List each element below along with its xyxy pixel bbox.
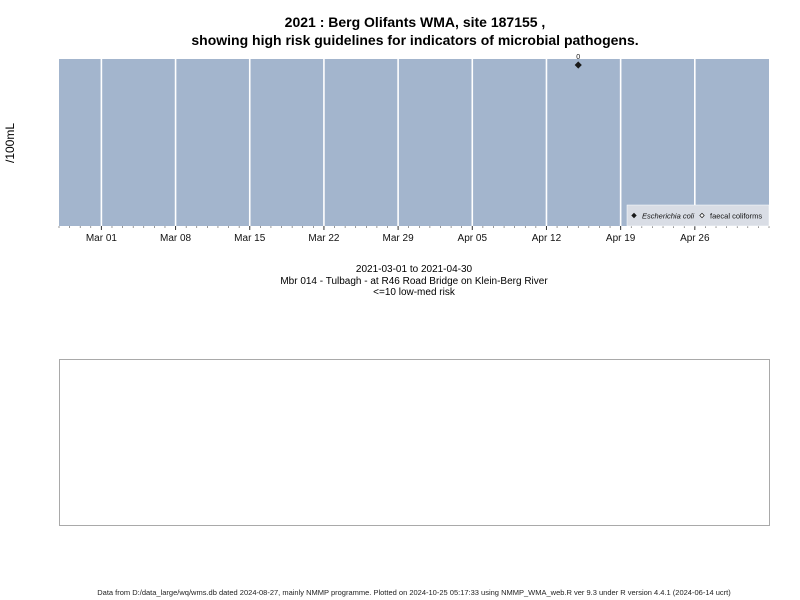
x-tick-label: Apr 12 bbox=[532, 233, 562, 244]
caption-site: Mbr 014 - Tulbagh - at R46 Road Bridge o… bbox=[280, 276, 548, 287]
x-tick-label: Apr 26 bbox=[680, 233, 710, 244]
legend-marker bbox=[699, 212, 705, 219]
legend-label: faecal coliforms bbox=[710, 212, 762, 221]
gridlines bbox=[100, 59, 696, 226]
chart-title-line2: showing high risk guidelines for indicat… bbox=[191, 32, 639, 48]
time-series-chart: Mar 01 Mar 08 Mar 15 Mar 22 Mar 29 Apr 05 Apr … bbox=[58, 54, 770, 244]
data-label: 0 bbox=[576, 54, 580, 61]
plot-panel bbox=[59, 59, 769, 226]
x-tick-label: Mar 15 bbox=[234, 233, 266, 244]
legend: Escherichia coli faecal coliforms bbox=[626, 204, 770, 227]
data-points: 0 bbox=[574, 54, 582, 69]
x-tick-label: Apr 19 bbox=[606, 233, 636, 244]
x-axis: Mar 01 Mar 08 Mar 15 Mar 22 Mar 29 Apr 05 Apr … bbox=[58, 226, 770, 244]
data-point-escherichia-coli bbox=[574, 61, 582, 69]
footer-provenance: Data from D:/data_large/wq/wms.db dated … bbox=[97, 588, 731, 597]
caption-date-range: 2021-03-01 to 2021-04-30 bbox=[355, 264, 473, 275]
x-tick-label: Mar 01 bbox=[86, 233, 118, 244]
x-tick-label: Apr 05 bbox=[458, 233, 488, 244]
x-tick-label: Mar 08 bbox=[160, 233, 192, 244]
chart-title-line1: 2021 : Berg Olifants WMA, site 187155 , bbox=[284, 14, 546, 30]
x-tick-label: Mar 29 bbox=[383, 233, 415, 244]
caption-risk-class: <=10 low-med risk bbox=[373, 287, 455, 298]
legend-label: Escherichia coli bbox=[642, 212, 694, 221]
empty-chart-panel bbox=[59, 359, 770, 526]
legend-box bbox=[626, 204, 770, 227]
x-tick-label: Mar 22 bbox=[308, 233, 340, 244]
legend-marker bbox=[631, 212, 637, 219]
